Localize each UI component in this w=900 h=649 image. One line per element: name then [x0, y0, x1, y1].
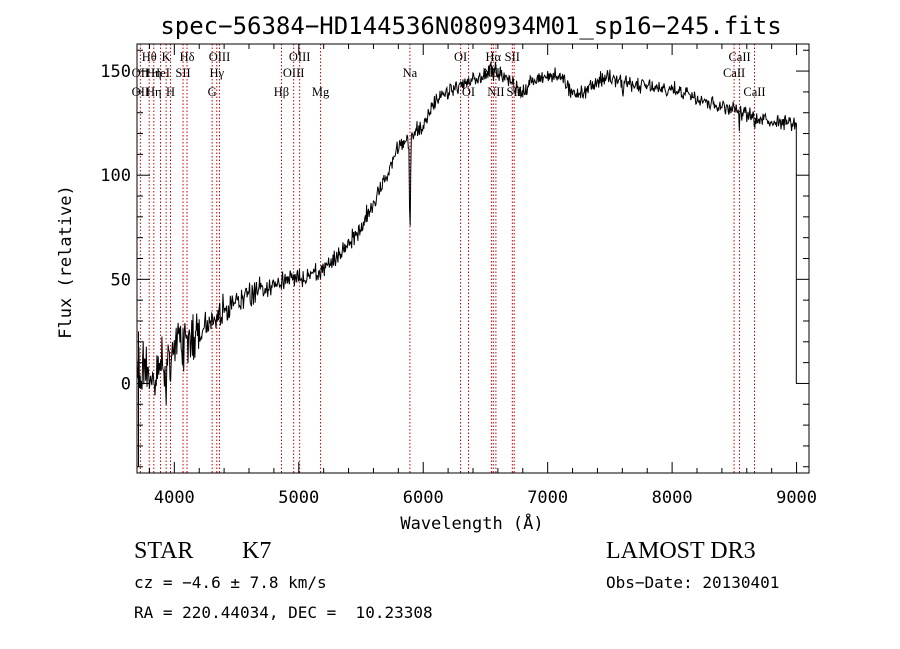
x-tick-label: 9000: [776, 488, 817, 508]
line-label: H: [166, 85, 175, 99]
emission-line-markers: [139, 44, 755, 473]
line-label: CaII: [728, 50, 750, 64]
x-tick-label: 4000: [154, 488, 195, 508]
line-label: CaII: [743, 85, 765, 99]
line-label: Hβ: [274, 85, 289, 99]
x-tick-label: 5000: [278, 488, 319, 508]
line-label: K: [162, 50, 171, 64]
line-label: OI: [462, 85, 475, 99]
x-axis-label: Wavelength (Å): [400, 512, 543, 534]
line-label: OIII: [289, 50, 311, 64]
line-label: OIII: [283, 66, 305, 80]
y-tick-label: 100: [100, 166, 131, 186]
x-tick-label: 6000: [403, 488, 444, 508]
survey-name: LAMOST DR3: [606, 538, 756, 564]
spectral-subclass: K7: [242, 538, 272, 564]
line-label: Hη: [146, 66, 162, 80]
spectrum-line: [137, 61, 798, 405]
line-label: SII: [505, 50, 520, 64]
line-label: SII: [175, 66, 190, 80]
spectrum-series: [137, 61, 798, 467]
chart-title: spec−56384−HD144536N080934M01_sp16−245.f…: [160, 12, 781, 40]
line-label: HeI: [151, 66, 170, 80]
line-label: Na: [403, 66, 418, 80]
coordinates: RA = 220.44034, DEC = 10.23308: [134, 603, 433, 622]
line-label: OI: [454, 50, 467, 64]
line-label: NII: [487, 85, 504, 99]
x-tick-label: 7000: [527, 488, 568, 508]
y-axis-label: Flux (relative): [56, 185, 76, 339]
line-label: G: [208, 85, 217, 99]
plot-frame: [136, 43, 810, 474]
line-label: Hδ: [180, 50, 195, 64]
line-label: OII: [132, 66, 149, 80]
x-tick-label: 8000: [652, 488, 693, 508]
line-label: CaII: [723, 66, 745, 80]
observation-date: Obs−Date: 20130401: [606, 573, 780, 592]
line-label: Mg: [312, 85, 330, 99]
y-tick-label: 50: [111, 270, 131, 290]
line-label: Hα: [485, 50, 501, 64]
line-label: OIII: [209, 50, 231, 64]
line-label: Hη: [146, 85, 162, 99]
axis-ticks: 4000 5000 6000 7000 8000 9000 0 50 100 150: [100, 44, 817, 508]
y-tick-label: 0: [121, 374, 131, 394]
line-label: Hθ: [142, 50, 157, 64]
line-label: Hγ: [209, 66, 224, 80]
y-tick-label: 150: [100, 62, 131, 82]
object-type: STAR: [134, 538, 194, 564]
redshift-velocity: cz = −4.6 ± 7.8 km/s: [134, 573, 327, 592]
